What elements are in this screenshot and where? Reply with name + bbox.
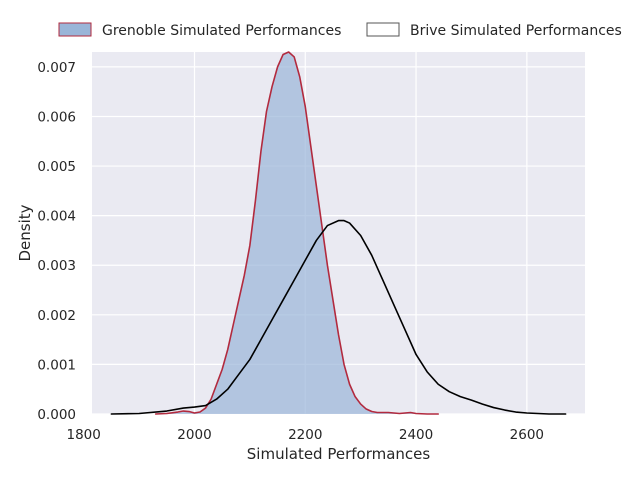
series-area-grenoble	[155, 52, 439, 414]
x-tick-label: 2400	[399, 427, 433, 443]
legend-swatch-brive	[366, 22, 400, 37]
y-tick-label: 0.003	[37, 258, 76, 274]
y-tick-label: 0.005	[37, 159, 76, 175]
x-axis-label: Simulated Performances	[247, 445, 431, 463]
y-tick-label: 0.000	[37, 407, 76, 423]
x-tick-label: 2000	[177, 427, 211, 443]
x-axis-ticks: 1800 2000 2200 2400 2600	[67, 427, 545, 443]
x-tick-label: 2200	[288, 427, 322, 443]
y-axis-ticks: 0.000 0.001 0.002 0.003 0.004 0.005 0.006 0.007	[37, 60, 76, 423]
series-line-grenoble	[154, 51, 440, 415]
legend-swatch-grenoble	[58, 22, 92, 37]
series-line-brive	[110, 219, 567, 415]
legend-label-brive: Brive Simulated Performances	[410, 23, 622, 39]
y-tick-label: 0.006	[37, 109, 76, 125]
y-tick-label: 0.007	[37, 60, 76, 76]
y-tick-label: 0.004	[37, 209, 76, 225]
series-layer	[110, 51, 567, 415]
x-tick-label: 1800	[67, 427, 101, 443]
y-tick-label: 0.002	[37, 308, 76, 324]
legend: Grenoble Simulated Performances Brive Si…	[58, 22, 622, 39]
x-tick-label: 2600	[510, 427, 544, 443]
legend-label-grenoble: Grenoble Simulated Performances	[102, 23, 341, 39]
y-axis-label: Density	[16, 204, 34, 261]
y-tick-label: 0.001	[37, 357, 76, 373]
